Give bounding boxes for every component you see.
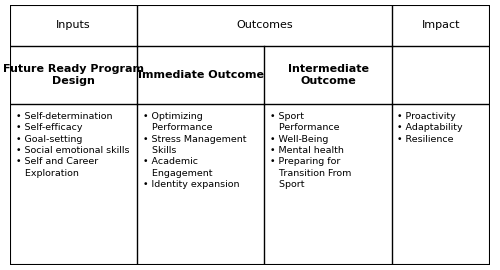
Text: Intermediate
Outcome: Intermediate Outcome — [288, 64, 368, 86]
Text: Inputs: Inputs — [56, 21, 91, 31]
Text: Impact: Impact — [422, 21, 460, 31]
Text: • Optimizing
   Performance
• Stress Management
   Skills
• Academic
   Engageme: • Optimizing Performance • Stress Manage… — [143, 112, 246, 189]
Text: Future Ready Program
Design: Future Ready Program Design — [3, 64, 144, 86]
Text: • Sport
   Performance
• Well-Being
• Mental health
• Preparing for
   Transitio: • Sport Performance • Well-Being • Menta… — [270, 112, 351, 189]
Text: • Self-determination
• Self-efficacy
• Goal-setting
• Social emotional skills
• : • Self-determination • Self-efficacy • G… — [16, 112, 130, 178]
Text: • Proactivity
• Adaptability
• Resilience: • Proactivity • Adaptability • Resilienc… — [398, 112, 463, 144]
Text: Immediate Outcome: Immediate Outcome — [138, 70, 264, 80]
Text: Outcomes: Outcomes — [236, 21, 292, 31]
